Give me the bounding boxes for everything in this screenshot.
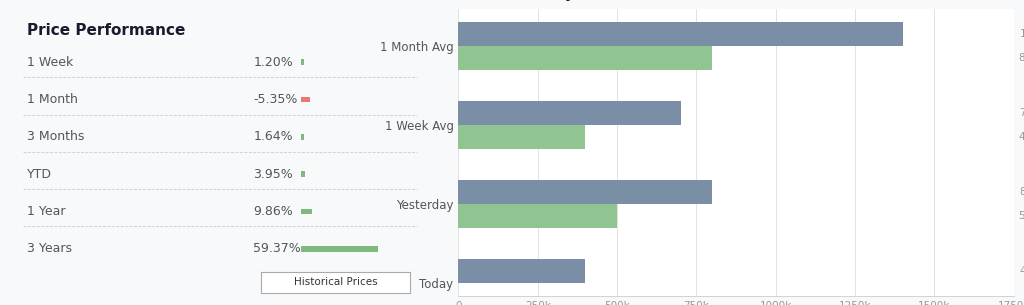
Text: 8L (56.34%): 8L (56.34%): [1019, 53, 1024, 63]
FancyBboxPatch shape: [301, 246, 378, 252]
Text: 5L (69.97%): 5L (69.97%): [1019, 211, 1024, 221]
Text: Price Performance: Price Performance: [27, 23, 185, 38]
FancyBboxPatch shape: [301, 209, 312, 214]
Bar: [459, 259, 586, 283]
Bar: [459, 204, 617, 228]
Text: YTD: YTD: [27, 168, 52, 181]
Bar: [459, 22, 903, 46]
Text: 7L: 7L: [1019, 108, 1024, 118]
Text: 1 Month: 1 Month: [27, 93, 78, 106]
Bar: [459, 180, 713, 204]
Text: 1.64%: 1.64%: [253, 130, 293, 143]
Text: -5.35%: -5.35%: [253, 93, 298, 106]
Text: 59.37%: 59.37%: [253, 242, 301, 255]
Text: 14L: 14L: [1019, 29, 1024, 39]
FancyBboxPatch shape: [301, 134, 303, 140]
Text: 1.20%: 1.20%: [253, 56, 293, 69]
Text: 9.86%: 9.86%: [253, 205, 293, 218]
Text: 4L (60.50%): 4L (60.50%): [1019, 132, 1024, 142]
Text: 3.95%: 3.95%: [253, 168, 293, 181]
Bar: [459, 101, 681, 125]
Bar: [459, 125, 586, 149]
FancyBboxPatch shape: [301, 97, 310, 102]
Text: 8L: 8L: [1019, 187, 1024, 197]
Bar: [459, 46, 713, 70]
Text: Historical Prices: Historical Prices: [294, 278, 377, 287]
Text: 1 Year: 1 Year: [27, 205, 66, 218]
Text: 3 Months: 3 Months: [27, 130, 84, 143]
FancyBboxPatch shape: [301, 171, 305, 177]
Text: 3 Years: 3 Years: [27, 242, 72, 255]
FancyBboxPatch shape: [301, 59, 303, 65]
Text: 1 Week: 1 Week: [27, 56, 74, 69]
Text: 4L: 4L: [1019, 266, 1024, 276]
Text: Volume Analysis: Volume Analysis: [459, 0, 598, 1]
